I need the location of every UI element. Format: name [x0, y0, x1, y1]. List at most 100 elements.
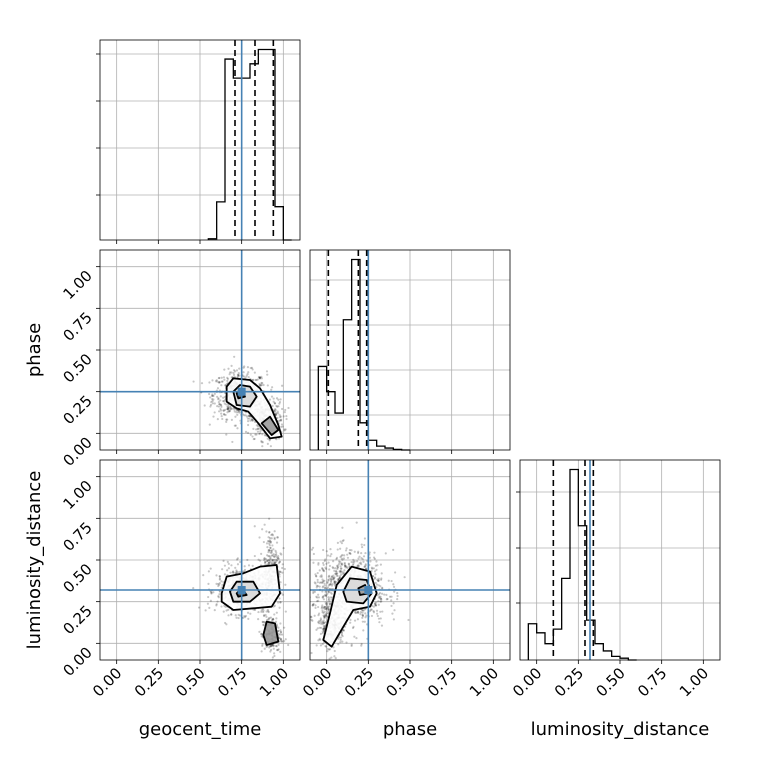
sample-point	[251, 419, 254, 422]
sample-point	[321, 623, 324, 626]
sample-point	[359, 613, 362, 616]
y-axis-label-phase: phase	[24, 323, 45, 377]
sample-point	[218, 582, 221, 585]
sample-point	[358, 555, 361, 558]
sample-point	[360, 563, 363, 566]
sample-point	[273, 402, 277, 405]
sample-point	[207, 570, 210, 573]
sample-point	[217, 582, 220, 586]
sample-point	[259, 384, 263, 387]
sample-point	[318, 581, 321, 584]
sample-point	[225, 403, 228, 406]
sample-point	[226, 408, 229, 411]
sample-point	[214, 380, 218, 383]
sample-point	[222, 400, 225, 403]
sample-point	[230, 371, 233, 374]
sample-point	[324, 602, 328, 606]
sample-point	[218, 381, 221, 384]
sample-point	[272, 618, 275, 621]
sample-point	[265, 645, 268, 648]
sample-point	[317, 561, 320, 565]
sample-point	[278, 597, 281, 600]
sample-point	[265, 542, 269, 545]
sample-point	[362, 555, 366, 558]
sample-point	[216, 380, 219, 383]
sample-point	[258, 536, 261, 539]
sample-point	[235, 570, 238, 573]
sample-point	[323, 615, 326, 618]
sample-point	[283, 429, 286, 432]
sample-point	[210, 400, 213, 404]
sample-point	[254, 378, 257, 382]
sample-point	[218, 403, 221, 406]
sample-point	[321, 609, 324, 612]
sample-point	[385, 593, 388, 596]
sample-point	[277, 556, 280, 560]
sample-point	[312, 590, 315, 593]
sample-point	[360, 557, 363, 560]
sample-point	[277, 601, 280, 604]
sample-point	[333, 581, 336, 584]
sample-point	[249, 433, 252, 436]
sample-point	[197, 606, 201, 609]
sample-point	[242, 371, 245, 374]
sample-point	[262, 624, 265, 627]
sample-point	[267, 561, 271, 565]
sample-point	[319, 638, 322, 641]
sample-point	[267, 540, 271, 543]
sample-point	[270, 644, 273, 648]
sample-point	[310, 615, 313, 618]
sample-point	[338, 570, 341, 573]
sample-point	[261, 445, 264, 448]
sample-point	[321, 586, 324, 589]
sample-point	[377, 584, 380, 587]
sample-point	[390, 579, 393, 583]
sample-point	[280, 553, 283, 556]
sample-point	[324, 614, 328, 617]
sample-point	[323, 587, 327, 590]
sample-point	[266, 554, 269, 557]
sample-point	[394, 571, 397, 574]
sample-point	[326, 581, 329, 585]
sample-point	[269, 541, 272, 544]
sample-point	[323, 614, 326, 617]
sample-point	[351, 626, 355, 630]
sample-point	[343, 569, 346, 572]
sample-point	[238, 367, 241, 370]
sample-point	[218, 593, 221, 596]
sample-point	[319, 644, 323, 647]
x-tick-label: 0.75	[424, 664, 460, 700]
sample-point	[317, 599, 320, 602]
sample-point	[271, 643, 274, 647]
sample-point	[275, 541, 279, 544]
sample-point	[259, 432, 262, 435]
sample-point	[340, 542, 344, 545]
sample-point	[353, 550, 356, 553]
sample-point	[364, 616, 367, 619]
sample-point	[246, 372, 249, 376]
sample-point	[386, 597, 389, 601]
sample-point	[263, 560, 267, 564]
sample-point	[339, 540, 342, 543]
sample-point	[321, 630, 324, 633]
sample-point	[374, 564, 377, 567]
sample-point	[361, 614, 364, 617]
sample-point	[349, 621, 352, 624]
sample-point	[209, 396, 212, 399]
sample-point	[269, 546, 272, 550]
sample-point	[217, 398, 220, 401]
sample-point	[377, 579, 380, 582]
sample-point	[330, 592, 333, 595]
sample-point	[339, 567, 343, 570]
x-tick-label: 0.00	[89, 664, 125, 700]
sample-point	[318, 612, 321, 615]
sample-point	[269, 557, 272, 560]
sample-point	[346, 553, 349, 556]
sample-point	[218, 590, 222, 593]
sample-point	[223, 395, 227, 399]
sample-point	[222, 409, 225, 412]
sample-point	[332, 567, 335, 570]
sample-point	[277, 626, 280, 629]
sample-point	[324, 584, 327, 587]
y-tick-label: 0.50	[59, 560, 95, 596]
